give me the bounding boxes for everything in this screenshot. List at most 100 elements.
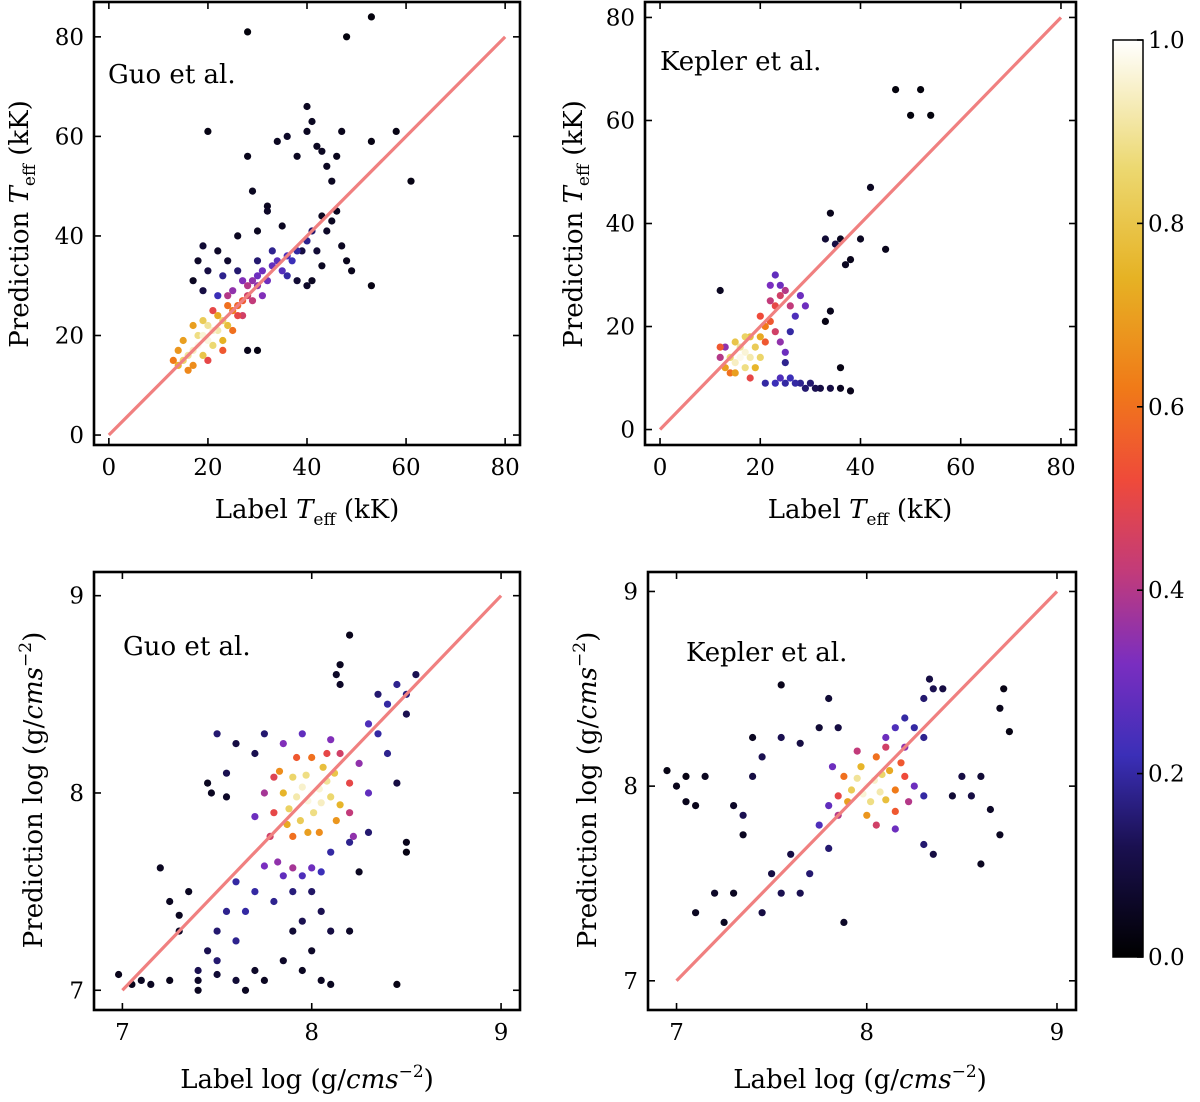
scatter-point [343, 257, 351, 265]
scatter-point [209, 341, 217, 349]
scatter-point [711, 889, 719, 897]
scatter-point [317, 799, 325, 807]
scatter-point [751, 364, 759, 372]
scatter-point [958, 772, 966, 781]
y-tick-label: 20 [606, 315, 635, 341]
plot-frame [92, 570, 522, 1012]
scatter-point [224, 302, 232, 310]
panel-teff-kepler: 0 20 40 60 80 0 20 40 60 80 Kepler et al. Label … [559, 0, 1078, 530]
scatter-point [222, 793, 231, 801]
scatter-point [232, 937, 240, 945]
scatter-point [313, 142, 321, 150]
scatter-point [222, 907, 231, 916]
scatter-point [746, 374, 754, 382]
scatter-point [402, 838, 410, 846]
scatter-point [315, 828, 323, 837]
plot-frame [646, 570, 1078, 1012]
colorbar-ticks: 0.0 0.2 0.4 0.6 0.8 1.0 [1137, 28, 1185, 971]
scatter-point [786, 328, 794, 336]
scatter-point [313, 247, 321, 255]
scatter-point [336, 661, 344, 669]
scatter-point [777, 889, 785, 897]
scatter-point [756, 312, 764, 320]
scatter-point [258, 267, 266, 275]
scatter-point [383, 700, 392, 708]
scatter-point [232, 740, 240, 748]
y-ticks: 0 20 40 60 80 [55, 25, 520, 449]
scatter-point [825, 844, 833, 853]
scatter-point [756, 353, 764, 361]
scatter-point [996, 831, 1004, 839]
scatter-point [739, 831, 747, 839]
scatter-point [194, 986, 202, 994]
colorbar-tick-label: 0.6 [1148, 395, 1185, 421]
scatter-point [967, 792, 976, 800]
scatter-point [882, 733, 890, 742]
scatter-point [746, 353, 754, 361]
scatter-point [244, 28, 252, 36]
scatter-point [393, 779, 401, 787]
scatter-point [318, 262, 326, 270]
scatter-point [826, 384, 835, 392]
scatter-point [214, 312, 222, 320]
scatter-point [333, 152, 341, 160]
y-ticks: 7 8 9 [69, 584, 520, 1004]
scatter-point [244, 346, 252, 354]
scatter-point [270, 809, 278, 817]
scatter-point [761, 379, 769, 387]
scatter-points [663, 675, 1014, 927]
identity-line [658, 16, 1063, 431]
panel-teff-guo: 0 20 40 60 80 0 20 40 60 80 Guo et al. Label Tef… [5, 0, 522, 530]
scatter-point [293, 152, 301, 160]
scatter-point [278, 222, 286, 230]
scatter-point [776, 281, 784, 289]
x-axis-label: Label Teff (kK) [215, 495, 400, 530]
scatter-point [213, 957, 221, 965]
scatter-point [270, 897, 278, 906]
scatter-point [327, 848, 335, 856]
x-axis-label: Label log (g/cms−2) [733, 1062, 987, 1095]
scatter-point [787, 850, 795, 858]
scatter-point [846, 256, 855, 264]
scatter-point [258, 292, 266, 300]
scatter-point [402, 848, 410, 856]
scatter-point [194, 976, 202, 985]
x-tick-label: 60 [391, 455, 420, 481]
scatter-point [701, 772, 709, 781]
scatter-point [751, 343, 759, 351]
scatter-point [209, 307, 217, 315]
scatter-point [907, 111, 915, 119]
scatter-point [224, 321, 232, 330]
scatter-point [910, 782, 918, 790]
scatter-point [672, 782, 681, 790]
scatter-point [199, 242, 207, 250]
scatter-point [137, 976, 145, 985]
scatter-point [806, 870, 814, 878]
scatter-point [248, 187, 257, 195]
scatter-point [826, 209, 835, 217]
scatter-point [901, 714, 909, 722]
x-ticks: 7 8 9 [115, 572, 508, 1046]
x-tick-label: 80 [490, 455, 519, 481]
identity-line [675, 590, 1059, 982]
scatter-point [840, 772, 848, 781]
scatter-point [821, 317, 830, 325]
x-tick-label: 9 [494, 1020, 509, 1046]
scatter-point [731, 369, 739, 377]
scatter-point [346, 927, 354, 935]
scatter-point [327, 927, 335, 935]
annotation-label: Kepler et al. [686, 638, 847, 668]
scatter-point [977, 860, 985, 868]
scatter-point [882, 245, 890, 253]
scatter-point [346, 838, 354, 846]
scatter-point [169, 356, 177, 364]
scatter-point [336, 801, 344, 809]
scatter-point [781, 348, 789, 356]
scatter-point [796, 739, 804, 747]
scatter-point [308, 864, 316, 872]
scatter-point [346, 631, 354, 639]
scatter-point [901, 772, 909, 781]
scatter-point [892, 86, 900, 94]
scatter-point [776, 292, 784, 300]
scatter-point [857, 763, 865, 771]
